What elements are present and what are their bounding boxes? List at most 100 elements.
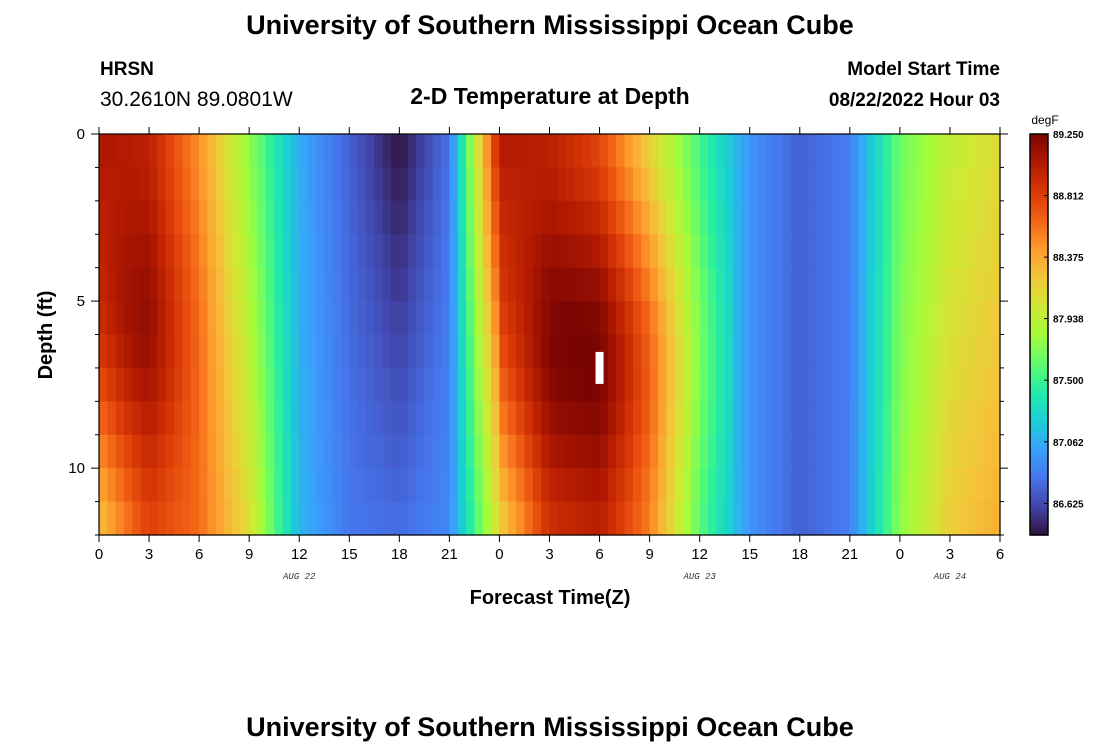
heat-cell <box>399 267 409 302</box>
heat-cell <box>899 434 909 469</box>
heat-cell <box>799 468 809 503</box>
heat-cell <box>507 334 517 369</box>
heat-cell <box>516 134 526 169</box>
heat-cell <box>365 234 375 269</box>
heat-cell <box>324 501 334 536</box>
heat-cell <box>599 468 609 503</box>
heat-cell <box>224 468 234 503</box>
heat-cell <box>240 267 250 302</box>
heat-cell <box>699 334 709 369</box>
heat-cell <box>666 167 676 202</box>
heat-cell <box>624 234 634 269</box>
colorbar-segment <box>1030 318 1048 322</box>
x-tick-label: 12 <box>291 546 308 563</box>
heat-cell <box>666 301 676 336</box>
x-tick-label: 0 <box>495 546 503 563</box>
heat-cell <box>340 334 350 369</box>
heat-cell <box>482 301 492 336</box>
heat-cell <box>758 367 767 402</box>
heat-cell <box>924 267 934 302</box>
heat-cell <box>332 367 342 402</box>
heat-cell <box>974 234 984 269</box>
heat-cell <box>140 434 150 469</box>
heat-cell <box>224 134 234 169</box>
heat-cell <box>374 234 384 269</box>
heat-cell <box>157 234 167 269</box>
heat-cell <box>124 434 133 469</box>
heat-cell <box>791 267 801 302</box>
heat-cell <box>591 301 601 336</box>
heat-cell <box>107 234 117 269</box>
heat-cell <box>991 468 1001 503</box>
heat-cell <box>674 334 684 369</box>
heat-cell <box>474 301 484 336</box>
heat-cell <box>115 267 125 302</box>
colorbar-segment <box>1030 529 1048 533</box>
x-tick-label: 15 <box>341 546 358 563</box>
heat-cell <box>290 134 300 169</box>
heat-cell <box>682 167 692 202</box>
heat-cell <box>549 301 559 336</box>
heat-cell <box>949 234 959 269</box>
heat-cell <box>933 468 943 503</box>
heat-cell <box>315 200 325 235</box>
heat-cell <box>374 468 384 503</box>
heat-cell <box>199 434 209 469</box>
heat-cell <box>207 134 217 169</box>
heat-cell <box>866 501 876 536</box>
heat-cell <box>449 334 459 369</box>
heat-cell <box>549 334 559 369</box>
station-id: HRSN <box>100 59 154 80</box>
heat-cell <box>182 334 192 369</box>
heat-cell <box>407 501 417 536</box>
heat-cell <box>899 267 909 302</box>
colorbar-segment <box>1030 510 1048 515</box>
heat-cell <box>849 301 859 336</box>
heat-cell <box>99 334 108 369</box>
heat-cell <box>516 501 526 536</box>
heat-cell <box>733 434 742 469</box>
heat-cell <box>165 301 175 336</box>
heat-cell <box>265 334 275 369</box>
heat-cell <box>174 468 184 503</box>
heat-cell <box>340 434 350 469</box>
heat-cell <box>582 134 592 169</box>
heat-cell <box>741 434 751 469</box>
colorbar-segment <box>1030 414 1048 418</box>
heat-cell <box>282 234 292 269</box>
colorbar-segment <box>1030 273 1048 277</box>
heat-cell <box>365 501 375 536</box>
heat-cell <box>691 301 701 336</box>
heat-cell <box>657 134 667 169</box>
heat-cell <box>616 434 626 469</box>
heat-cell <box>399 468 409 503</box>
heat-cell <box>799 367 809 402</box>
heat-cell <box>858 334 868 369</box>
heat-cell <box>174 134 184 169</box>
heat-cell <box>365 468 375 503</box>
heat-cell <box>107 434 117 469</box>
heat-cell <box>808 334 818 369</box>
heat-cell <box>115 501 125 536</box>
heat-cell <box>632 367 642 402</box>
colorbar-segment <box>1030 259 1048 263</box>
heat-cell <box>866 367 876 402</box>
heat-cell <box>482 167 492 202</box>
heat-cell <box>215 167 225 202</box>
heat-cell <box>624 468 634 503</box>
heat-cell <box>207 334 217 369</box>
heat-cell <box>532 134 542 169</box>
heat-cell <box>849 367 859 402</box>
heat-cell <box>874 501 884 536</box>
heat-cell <box>791 234 801 269</box>
heat-cell <box>582 267 592 302</box>
heat-cell <box>808 267 818 302</box>
heat-cell <box>766 434 776 469</box>
heat-cell <box>532 200 542 235</box>
heat-cell <box>641 468 651 503</box>
heat-cell <box>432 501 442 536</box>
heat-cell <box>824 434 834 469</box>
heat-cell <box>99 367 108 402</box>
heat-cell <box>516 167 526 202</box>
colorbar-segment <box>1030 142 1048 146</box>
